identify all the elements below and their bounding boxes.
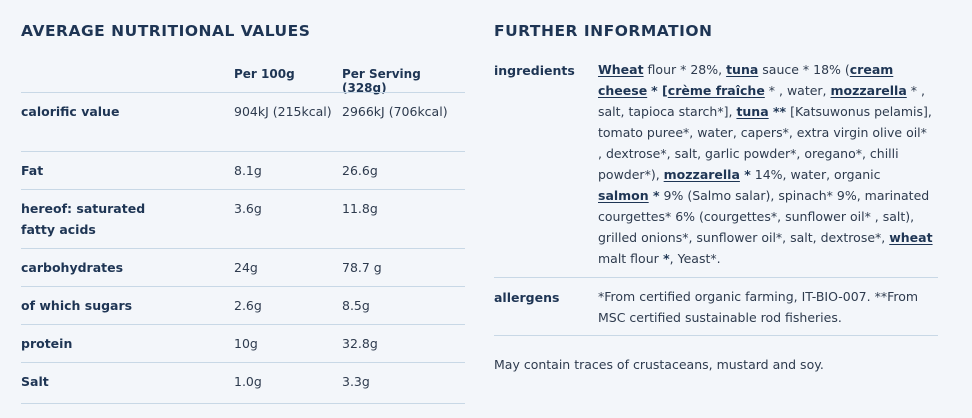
nutrition-title: AVERAGE NUTRITIONAL VALUES	[21, 22, 311, 40]
text-span: 9% (Salmo salar), spinach* 9%, marinated…	[598, 188, 930, 245]
text-span: *	[739, 167, 751, 182]
text-span: * [	[651, 83, 668, 98]
row-per100: 10g	[234, 336, 258, 351]
text-span: * , water,	[764, 83, 827, 98]
row-label: Fat	[21, 163, 44, 178]
row-per100: 1.0g	[234, 374, 262, 389]
row-label: of which sugars	[21, 298, 133, 313]
text-span: **	[768, 104, 787, 119]
row-serving: 3.3g	[342, 374, 370, 389]
row-serving: 2966kJ (706kcal)	[342, 104, 448, 119]
row-serving: 8.5g	[342, 298, 370, 313]
row-serving: 11.8g	[342, 201, 378, 216]
allergen-word: salmon	[598, 188, 649, 203]
row-serving: 32.8g	[342, 336, 378, 351]
text-span: 14%, water, organic	[750, 167, 881, 182]
allergen-word: cream cheese	[598, 62, 894, 98]
allergen-word: wheat	[889, 230, 933, 245]
text-span: sauce * 18% (	[758, 62, 850, 77]
allergen-word: crème fraîche	[667, 83, 765, 98]
table-row: carbohydrates 24g 78.7 g	[21, 248, 465, 286]
row-label: hereof: saturated fatty acids	[21, 201, 146, 237]
text-span: *	[658, 251, 670, 266]
allergen-word: Wheat	[598, 62, 644, 77]
text-span: *	[648, 188, 660, 203]
row-per100: 24g	[234, 260, 258, 275]
table-row: of which sugars 2.6g 8.5g	[21, 286, 465, 324]
row-label: protein	[21, 336, 73, 351]
row-per100: 904kJ (215kcal)	[234, 104, 332, 119]
row-label: calorific value	[21, 104, 120, 119]
allergen-word: tuna	[726, 62, 759, 77]
col-header-per100: Per 100g	[234, 67, 295, 81]
row-per100: 3.6g	[234, 201, 262, 216]
text-span: flour * 28%,	[643, 62, 723, 77]
allergens-text: *From certified organic farming, IT-BIO-…	[598, 289, 919, 325]
divider	[494, 277, 938, 278]
table-row: protein 10g 32.8g	[21, 324, 465, 362]
text-span: , Yeast*.	[669, 251, 721, 266]
row-serving: 78.7 g	[342, 260, 382, 275]
table-row: Salt 1.0g 3.3g	[21, 362, 465, 404]
table-row: Fat 8.1g 26.6g	[21, 151, 465, 189]
allergens-label: allergens	[494, 290, 560, 305]
row-label: Salt	[21, 374, 49, 389]
allergen-word: tuna	[736, 104, 769, 119]
ingredients-label: ingredients	[494, 63, 575, 78]
traces-note: May contain traces of crustaceans, musta…	[494, 357, 824, 372]
table-row: calorific value 904kJ (215kcal) 2966kJ (…	[21, 92, 465, 151]
row-serving: 26.6g	[342, 163, 378, 178]
allergen-word: mozzarella	[663, 167, 740, 182]
further-info-title: FURTHER INFORMATION	[494, 22, 713, 40]
col-header-serving: Per Serving (328g)	[342, 67, 421, 95]
row-per100: 2.6g	[234, 298, 262, 313]
table-row: hereof: saturated fatty acids 3.6g 11.8g	[21, 189, 465, 248]
ingredients-text: Wheat flour * 28%, tuna sauce * 18% (cre…	[598, 59, 934, 269]
row-per100: 8.1g	[234, 163, 262, 178]
allergen-word: mozzarella	[830, 83, 907, 98]
text-span: malt flour	[598, 251, 659, 266]
row-label: carbohydrates	[21, 260, 124, 275]
text-span: [Katsuwonus pelamis], tomato puree*, wat…	[598, 104, 932, 182]
divider	[494, 335, 938, 336]
text-span: * , salt, tapioca starch*],	[598, 83, 925, 119]
